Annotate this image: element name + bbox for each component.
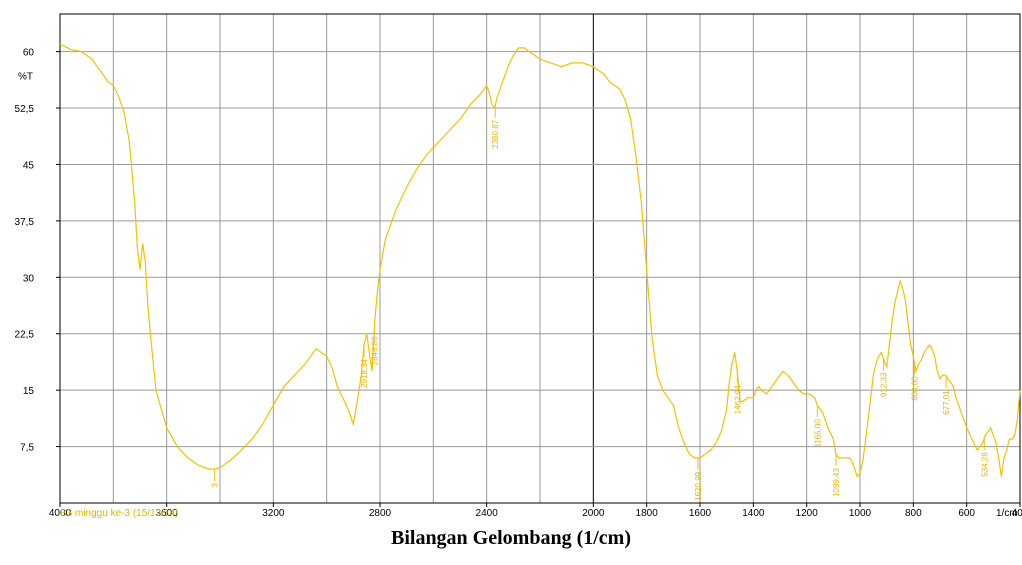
peak-label: 534,28 [980, 452, 989, 477]
x-tick-label: 2800 [369, 508, 392, 519]
y-axis-label: %T [18, 72, 33, 83]
axis-ticks: 4000 3600 3200 2800 2400 2000 1800 1600 1400 1200… [15, 48, 1022, 519]
x-tick-label: 4000 [49, 508, 72, 519]
spectrum-line [59, 43, 1021, 479]
x-axis-unit: 1/cm [996, 508, 1018, 519]
peak-label: 2360,87 [491, 119, 500, 148]
plot-frame [59, 13, 1021, 504]
y-tick-label: 45 [23, 160, 35, 171]
x-tick-label: 800 [905, 508, 922, 519]
peak-label: 2848,86 [371, 336, 380, 365]
y-tick-label: 30 [23, 273, 35, 284]
x-axis-label: Bilangan Gelombang (1/cm) [390, 527, 631, 549]
y-tick-label: 52,5 [15, 104, 35, 115]
peak-label: 1620,99 [694, 471, 703, 500]
y-tick-label: 15 [23, 386, 35, 397]
chart-svg: 4000 3600 3200 2800 2400 2000 1800 1600 1400 1200… [15, 13, 1022, 519]
series-layer [59, 43, 1021, 479]
x-tick-label: 600 [958, 508, 975, 519]
x-tick-label: 3600 [156, 508, 179, 519]
peak-label: 1165,00 [813, 419, 822, 448]
peak-label: 2918,34 [360, 358, 369, 387]
y-tick-label: 22,5 [15, 330, 35, 341]
x-tick-label: 2400 [476, 508, 499, 519]
sample-label: B3 minggu ke-3 (15/12/14) [60, 508, 178, 519]
peak-label: 912,33 [879, 372, 888, 397]
x-tick-label: 1200 [796, 508, 819, 519]
peak-label: 800,60 [910, 376, 919, 401]
ir-spectrum-chart: 4000 3600 3200 2800 2400 2000 1800 1600 1400 1200… [15, 13, 1022, 519]
peak-label: 1462,94 [733, 385, 742, 414]
x-tick-label: 1800 [636, 508, 659, 519]
x-tick-label: 2000 [582, 508, 605, 519]
x-tick-label: 400 [1012, 508, 1022, 519]
y-tick-label: 37,5 [15, 217, 35, 228]
grid-lines [60, 14, 1020, 503]
peak-label: 1099,43 [832, 468, 841, 497]
x-tick-label: 3200 [262, 508, 285, 519]
peak-label: 3 [211, 483, 220, 488]
y-tick-label: 60 [23, 48, 35, 59]
x-tick-label: 1400 [742, 508, 765, 519]
y-tick-label: 7,5 [20, 443, 34, 454]
peak-label: 677,01 [942, 390, 951, 415]
x-tick-label: 1000 [849, 508, 872, 519]
x-tick-label: 1600 [689, 508, 712, 519]
